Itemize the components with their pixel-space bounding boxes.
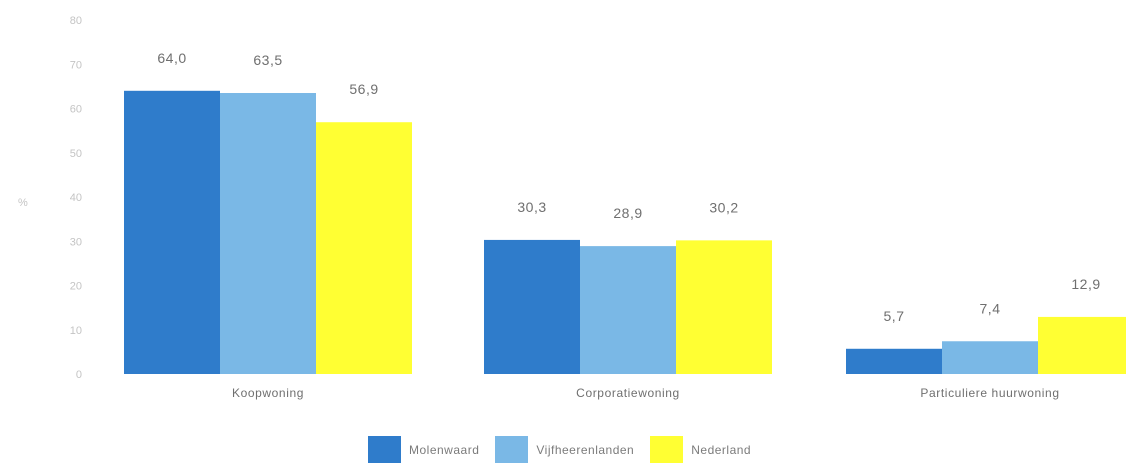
category-label-1: Koopwoning [232, 386, 304, 400]
y-tick-label-40: 40 [70, 192, 82, 204]
y-tick-label-30: 30 [70, 236, 82, 248]
data-label-3-1: 5,7 [884, 308, 905, 324]
data-label-1-3: 56,9 [349, 81, 378, 97]
legend-item-molenwaard: Molenwaard [368, 436, 479, 463]
legend: Molenwaard Vijfheerenlanden Nederland [368, 436, 751, 463]
category-label-3: Particuliere huurwoning [920, 386, 1059, 400]
y-tick-label-0: 0 [76, 369, 82, 381]
legend-swatch-nederland [650, 436, 684, 463]
data-label-2-2: 28,9 [613, 205, 642, 221]
category-label-2: Corporatiewoning [576, 386, 680, 400]
bar-3-3 [1038, 316, 1126, 374]
y-axis-title: % [18, 197, 28, 209]
y-tick-label-50: 50 [70, 148, 82, 160]
data-label-2-1: 30,3 [517, 199, 546, 215]
bar-1-1 [124, 90, 220, 375]
bar-3-1 [846, 348, 942, 374]
data-label-1-2: 63,5 [253, 52, 282, 68]
legend-item-vijfheerenlanden: Vijfheerenlanden [495, 436, 634, 463]
y-tick-label-70: 70 [70, 59, 82, 71]
y-tick-label-10: 10 [70, 325, 82, 337]
legend-swatch-molenwaard [368, 436, 401, 463]
bars [124, 90, 1126, 375]
legend-item-nederland: Nederland [650, 436, 751, 463]
legend-label-vijfheerenlanden: Vijfheerenlanden [536, 442, 635, 457]
legend-label-nederland: Nederland [691, 442, 752, 457]
value-labels: 64,0 63,5 56,9 30,3 28,9 30,2 5,7 7,4 12,9 [157, 50, 1100, 324]
bar-2-2 [580, 246, 676, 374]
data-label-3-3: 12,9 [1071, 276, 1100, 292]
bar-chart: 0 10 20 30 40 50 60 70 80 % 64,0 63,5 56,9 30,3 28,9… [18, 15, 1126, 400]
bar-1-2 [220, 93, 316, 374]
bar-2-1 [484, 239, 580, 374]
legend-swatch-vijfheerenlanden [495, 436, 529, 463]
y-tick-label-80: 80 [70, 15, 82, 27]
y-tick-label-20: 20 [70, 281, 82, 293]
category-labels: Koopwoning Corporatiewoning Particuliere h… [232, 386, 1059, 400]
bar-1-3 [316, 122, 412, 374]
data-label-3-2: 7,4 [980, 300, 1001, 316]
bar-2-3 [676, 240, 772, 374]
y-axis: 0 10 20 30 40 50 60 70 80 [70, 15, 82, 381]
bar-3-2 [942, 341, 1038, 374]
y-tick-label-60: 60 [70, 104, 82, 116]
data-label-1-1: 64,0 [157, 50, 186, 66]
legend-label-molenwaard: Molenwaard [409, 442, 480, 457]
data-label-2-3: 30,2 [709, 199, 738, 215]
